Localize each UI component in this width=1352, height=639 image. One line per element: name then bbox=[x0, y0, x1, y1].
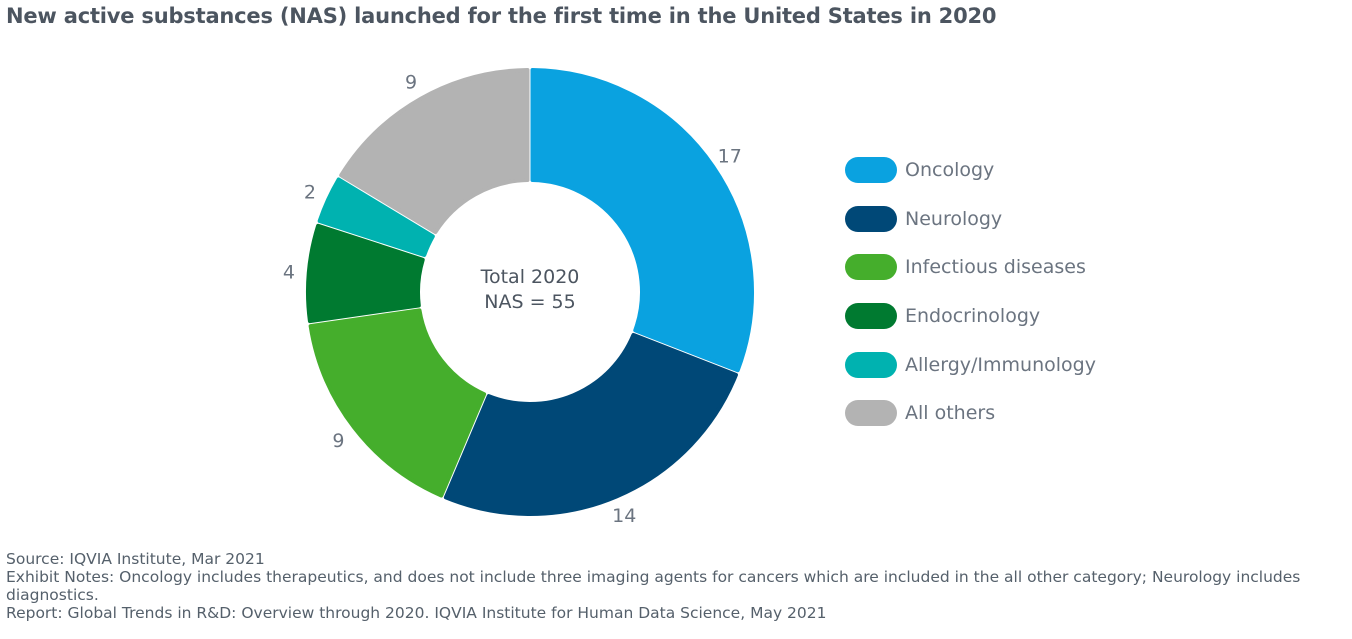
footnotes: Source: IQVIA Institute, Mar 2021 Exhibi… bbox=[6, 550, 1341, 622]
legend-swatch bbox=[845, 400, 897, 427]
legend-swatch bbox=[845, 303, 897, 330]
data-label-endocrinology: 4 bbox=[283, 261, 295, 283]
legend-swatch bbox=[845, 254, 897, 281]
data-label-infectious-diseases: 9 bbox=[332, 430, 344, 452]
legend-item-neurology: Neurology bbox=[845, 195, 1096, 244]
data-label-neurology: 14 bbox=[612, 505, 636, 527]
slice-infectious-diseases bbox=[308, 308, 487, 498]
legend-label: Endocrinology bbox=[905, 305, 1041, 328]
legend-swatch bbox=[845, 351, 897, 378]
legend-item-allergy-immunology: Allergy/Immunology bbox=[845, 340, 1096, 389]
legend: Oncology Neurology Infectious diseases Endo… bbox=[845, 146, 1096, 438]
data-label-all-others: 9 bbox=[405, 71, 417, 93]
donut-data-labels: 17 14 9 4 2 9 bbox=[283, 71, 742, 527]
legend-item-all-others: All others bbox=[845, 389, 1096, 438]
chart-title: New active substances (NAS) launched for… bbox=[6, 4, 997, 28]
data-label-allergy-immunology: 2 bbox=[304, 181, 316, 203]
report-note: Report: Global Trends in R&D: Overview t… bbox=[6, 604, 827, 622]
center-label-line2: NAS = 55 bbox=[484, 291, 575, 313]
legend-label: Infectious diseases bbox=[905, 256, 1086, 279]
data-label-oncology: 17 bbox=[718, 145, 742, 167]
exhibit-note: Exhibit Notes: Oncology includes therape… bbox=[6, 568, 1301, 604]
slice-oncology bbox=[530, 68, 754, 373]
center-label-line1: Total 2020 bbox=[480, 266, 580, 288]
legend-label: Oncology bbox=[905, 159, 995, 182]
legend-item-oncology: Oncology bbox=[845, 146, 1096, 195]
legend-swatch bbox=[845, 205, 897, 232]
slice-all-others bbox=[339, 68, 530, 235]
legend-item-infectious-diseases: Infectious diseases bbox=[845, 243, 1096, 292]
legend-swatch bbox=[845, 157, 897, 184]
legend-label: Neurology bbox=[905, 207, 1003, 230]
donut-slices bbox=[306, 68, 754, 516]
legend-item-endocrinology: Endocrinology bbox=[845, 292, 1096, 341]
slice-allergy-immunology bbox=[317, 177, 435, 258]
slice-endocrinology bbox=[306, 223, 425, 324]
legend-label: Allergy/Immunology bbox=[905, 353, 1096, 376]
slice-neurology bbox=[443, 332, 738, 516]
source-note: Source: IQVIA Institute, Mar 2021 bbox=[6, 550, 265, 568]
legend-label: All others bbox=[905, 402, 996, 425]
